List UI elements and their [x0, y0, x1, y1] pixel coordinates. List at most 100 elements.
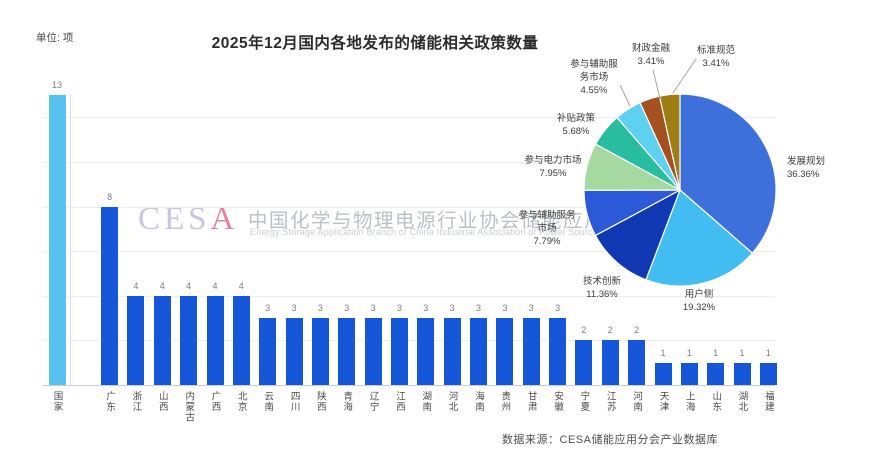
bar-axis-label: 甘肃 [525, 391, 537, 412]
bar-value-label: 3 [555, 303, 561, 314]
bar-value-label: 4 [238, 280, 244, 291]
bar [470, 318, 487, 385]
pie-label-pct: 3.41% [702, 58, 730, 69]
bar [496, 318, 514, 385]
pie-label-name: 发展规划 [787, 156, 826, 167]
bar-value-label: 2 [581, 325, 587, 336]
bar-value-label: 2 [607, 325, 613, 336]
bar-axis-label: 国家 [51, 391, 63, 412]
pie-label-name: 标准规范 [696, 45, 735, 56]
bar [628, 340, 646, 385]
pie-label-pct: 5.68% [562, 126, 590, 137]
bar-axis-label: 河北 [446, 391, 458, 412]
bar [443, 318, 461, 385]
bar-axis-label: 四川 [288, 391, 300, 412]
national-provincial-divider [70, 95, 71, 385]
pie-label-pct: 3.41% [637, 56, 665, 67]
bar [522, 318, 540, 385]
unit-label: 单位: 项 [36, 32, 74, 44]
bar-axis-label: 安徽 [552, 391, 564, 412]
bar [101, 206, 119, 385]
pie-slice [645, 188, 754, 287]
bar [127, 295, 145, 385]
gridline [42, 340, 775, 342]
bar-value-label: 3 [265, 303, 271, 314]
bar [759, 362, 777, 385]
pie-label-name: 参与电力市场 [524, 155, 582, 166]
bar-axis-label: 上海 [683, 391, 695, 412]
bar-value-label: 13 [51, 80, 62, 91]
pie-label-pct: 7.95% [539, 168, 567, 179]
pie-label-name: 参与辅助服 [570, 59, 618, 70]
pie-leader-line [672, 58, 697, 94]
bar [153, 295, 171, 385]
bar-value-label: 3 [396, 303, 402, 314]
bar-value-label: 8 [107, 191, 113, 202]
bar [680, 362, 698, 385]
bar [180, 295, 198, 385]
bar-axis-label: 内蒙古 [183, 391, 195, 423]
gridline [42, 206, 775, 208]
bar [259, 318, 277, 385]
bar-axis-label: 浙江 [130, 391, 142, 412]
pie-label-name: 用户侧 [684, 289, 714, 300]
bar-axis-label: 辽宁 [367, 391, 379, 412]
bar-value-label: 3 [423, 303, 429, 314]
gridline [42, 251, 775, 253]
bar-value-label: 3 [528, 303, 534, 314]
pie-label-pct: 7.79% [533, 236, 561, 247]
pie-slice [594, 188, 682, 281]
bar-axis-label: 福建 [762, 391, 774, 412]
bar [733, 362, 751, 385]
bar-axis-label: 贵州 [499, 391, 511, 412]
bar-axis-label: 湖南 [420, 391, 432, 412]
gridline [42, 117, 775, 119]
pie-label-pct: 4.55% [580, 85, 608, 96]
bar-axis-label: 北京 [235, 391, 247, 412]
bar-value-label: 4 [186, 280, 192, 291]
bar-axis-label: 江西 [394, 391, 405, 412]
bar [707, 362, 725, 385]
x-axis-line [42, 385, 775, 386]
bar-value-label: 1 [739, 347, 745, 358]
source-note: 数据来源：CESA储能应用分会产业数据库 [502, 434, 718, 446]
pie-label-name: 参与辅助服务 [518, 210, 576, 221]
pie-label-pct: 19.32% [682, 302, 716, 313]
pie-label-name: 技术创新 [582, 276, 621, 287]
bar-value-label: 1 [765, 347, 771, 358]
bar-value-label: 1 [686, 347, 692, 358]
bar-axis-label: 宁夏 [578, 391, 590, 412]
bar [48, 95, 66, 385]
pie-label: 参与辅助服务 市场 7.79% [477, 209, 617, 248]
pie-label: 财政金融 3.41% [581, 42, 721, 68]
pie-label-name: 务市场 [579, 72, 609, 83]
bar-axis-label: 云南 [262, 391, 274, 412]
bar-axis-label: 山东 [710, 391, 722, 412]
pie-leader-line [619, 84, 631, 107]
bar-value-label: 3 [370, 303, 376, 314]
page-title: 2025年12月国内各地发布的储能相关政策数量 [211, 35, 539, 52]
bar [364, 318, 382, 385]
bar [575, 340, 593, 385]
bar-axis-label: 广东 [104, 391, 116, 412]
pie-label: 技术创新 11.36% [532, 275, 672, 301]
pie-label: 发展规划 36.36% [787, 155, 825, 181]
bar-value-label: 4 [212, 280, 218, 291]
bar-value-label: 1 [660, 347, 666, 358]
pie-slice [679, 93, 777, 254]
bar [232, 295, 250, 385]
pie-label: 补贴政策 5.68% [506, 112, 646, 138]
bar-value-label: 3 [502, 303, 508, 314]
bar-axis-label: 山西 [156, 391, 168, 412]
bar [311, 318, 329, 385]
bar-value-label: 3 [475, 303, 481, 314]
bar [285, 318, 303, 385]
bar-axis-label: 江苏 [604, 391, 616, 412]
bar [549, 318, 567, 385]
pie-leader-line [652, 69, 661, 100]
pie-label-name: 补贴政策 [556, 113, 595, 124]
bar [417, 318, 435, 385]
bar-axis-label: 海南 [473, 391, 484, 412]
gridline [42, 162, 775, 163]
pie-label-pct: 11.36% [586, 289, 618, 300]
